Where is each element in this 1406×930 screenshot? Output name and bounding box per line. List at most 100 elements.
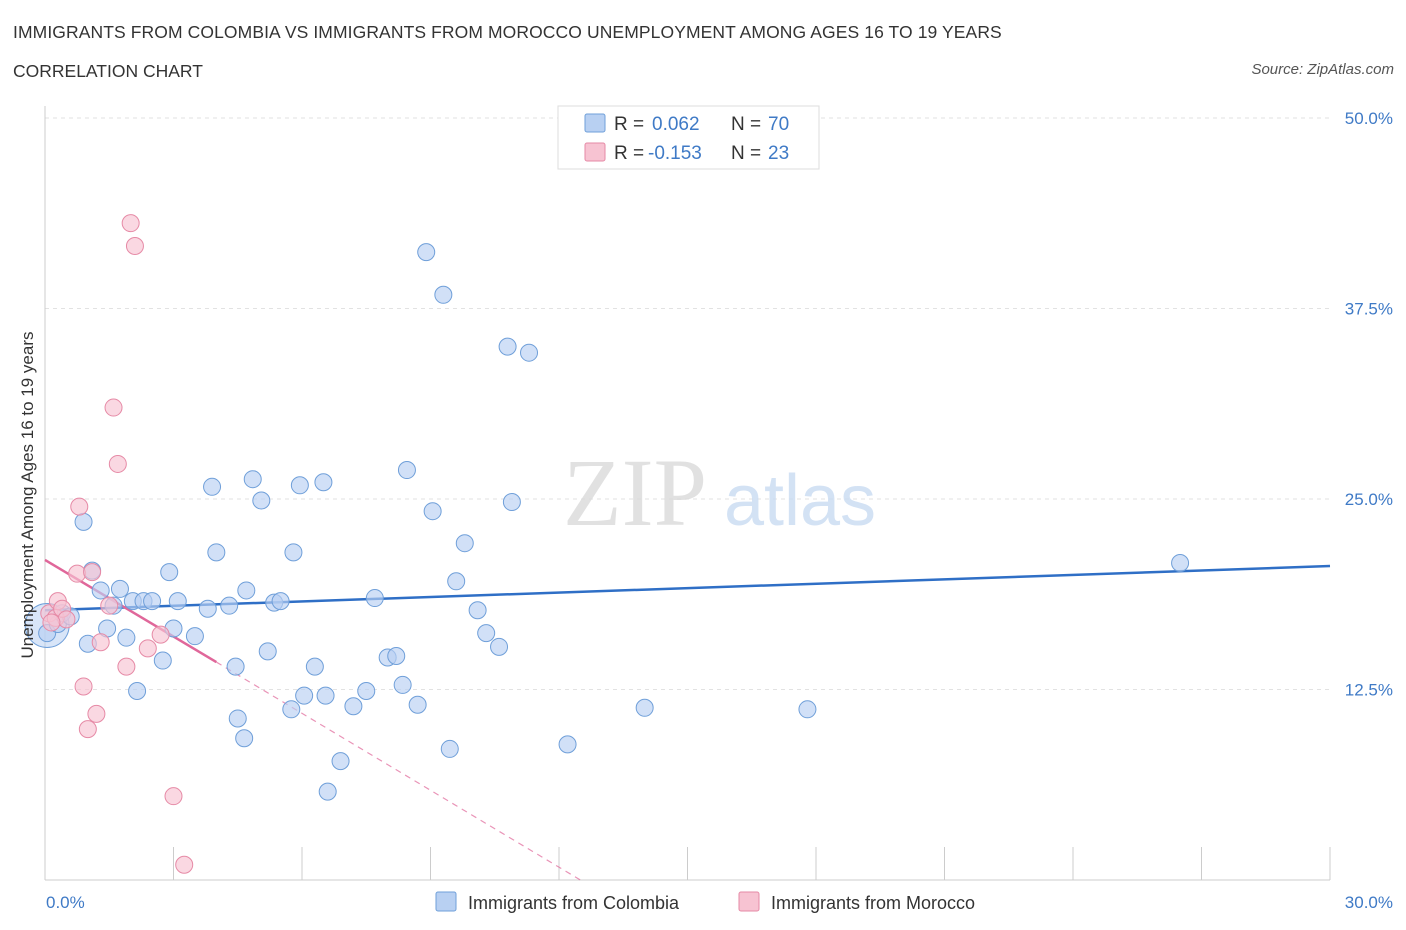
morocco-point [117,657,136,676]
colombia-point [798,700,817,719]
colombia-point [397,461,416,480]
data-points [24,214,1190,874]
watermark-atlas: atlas [724,461,876,541]
colombia-point [252,491,271,510]
stats-n-label-colombia: N = [731,114,761,135]
colombia-point [295,686,314,705]
morocco-point [164,787,183,806]
colombia-point [408,695,427,714]
colombia-point [318,782,337,801]
colombia-point [447,572,466,591]
colombia-trend-line [44,564,1331,612]
y-tick-label: 50.0% [1345,109,1393,128]
colombia-point [434,285,453,304]
morocco-point [74,677,93,696]
morocco-point [42,613,61,632]
stats-legend: R = 0.062 N = 70 R = -0.153 N = 23 [557,105,820,170]
morocco-point [70,497,89,516]
watermark: ZIP atlas [563,439,876,546]
colombia-point [393,675,412,694]
colombia-point [417,243,436,262]
colombia-point [440,739,459,758]
y-axis-label: Unemployment Among Ages 16 to 19 years [18,332,37,659]
colombia-point [284,543,303,562]
stats-r-label-colombia: R = [614,114,644,135]
colombia-point [243,470,262,489]
colombia-point [387,646,406,665]
colombia-point [203,477,222,496]
chart-title: IMMIGRANTS FROM COLOMBIA VS IMMIGRANTS F… [13,22,1002,42]
colombia-point [502,493,521,512]
colombia-point [305,657,324,676]
colombia-point [314,473,333,492]
source-credit: Source: ZipAtlas.com [1251,61,1394,78]
axes [44,106,1331,881]
colombia-point [153,651,172,670]
colombia-point [316,686,335,705]
stats-r-morocco: -0.153 [648,143,702,164]
legend-swatch-colombia [435,891,457,912]
morocco-point [68,564,87,583]
colombia-point [143,592,162,611]
colombia-point [468,601,487,620]
colombia-point [558,735,577,754]
legend-label-morocco: Immigrants from Morocco [771,893,975,913]
colombia-point [226,657,245,676]
stats-swatch-colombia [584,113,606,133]
chart-subtitle: CORRELATION CHART [13,61,203,81]
morocco-point [78,720,97,739]
stats-n-morocco: 23 [768,143,789,164]
colombia-point [344,697,363,716]
colombia-point [220,596,239,615]
stats-n-colombia: 70 [768,114,789,135]
colombia-point [128,682,147,701]
x-tick-label: 0.0% [46,893,85,912]
colombia-point [117,628,136,647]
morocco-point [104,398,123,417]
colombia-point [477,624,496,643]
watermark-zip: ZIP [563,439,707,546]
y-tick-label: 12.5% [1345,681,1393,700]
morocco-point [121,214,140,233]
morocco-point [151,625,170,644]
colombia-point [258,642,277,661]
colombia-point [520,343,539,362]
y-tick-label: 25.0% [1345,490,1393,509]
colombia-point [207,543,226,562]
colombia-point [365,589,384,608]
morocco-trend-extension [216,661,581,881]
stats-r-colombia: 0.062 [652,114,700,135]
colombia-point [237,581,256,600]
colombia-point [271,592,290,611]
stats-r-label-morocco: R = [614,143,644,164]
morocco-point [138,639,157,658]
morocco-point [83,563,102,582]
colombia-point [1171,554,1190,573]
colombia-point [91,581,110,600]
colombia-point [235,729,254,748]
colombia-point [423,502,442,521]
colombia-point [74,512,93,531]
morocco-point [175,855,194,874]
stats-swatch-morocco [584,142,606,162]
colombia-point [228,709,247,728]
morocco-point [57,610,76,629]
morocco-point [125,237,144,256]
y-tick-label: 37.5% [1345,300,1393,319]
morocco-point [108,454,127,473]
tick-labels: 12.5% 25.0% 37.5% 50.0% 0.0% 30.0% [46,109,1393,912]
colombia-point [455,534,474,553]
morocco-point [87,704,106,723]
x-tick-label: 30.0% [1345,893,1393,912]
series-legend: Immigrants from Colombia Immigrants from… [435,891,975,913]
morocco-point [91,633,110,652]
stats-n-label-morocco: N = [731,143,761,164]
colombia-point [160,563,179,582]
colombia-point [168,592,187,611]
colombia-point [110,579,129,598]
colombia-point [282,700,301,719]
legend-label-colombia: Immigrants from Colombia [468,893,680,913]
colombia-point [357,682,376,701]
colombia-point [185,627,204,646]
colombia-point [198,599,217,618]
